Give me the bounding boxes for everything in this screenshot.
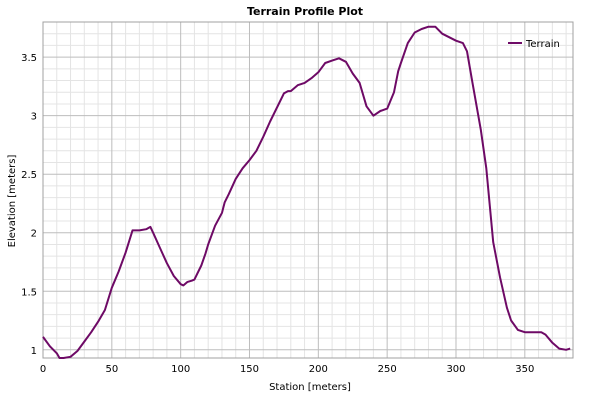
x-tick-label: 150 bbox=[240, 364, 259, 375]
x-tick-label: 50 bbox=[105, 364, 118, 375]
chart-title: Terrain Profile Plot bbox=[247, 5, 363, 18]
x-tick-label: 250 bbox=[378, 364, 397, 375]
x-tick-label: 100 bbox=[171, 364, 190, 375]
y-tick-label: 3.5 bbox=[21, 53, 37, 64]
y-tick-label: 1 bbox=[31, 346, 37, 357]
x-tick-label: 350 bbox=[515, 364, 534, 375]
x-tick-label: 300 bbox=[446, 364, 465, 375]
y-axis-title: Elevation [meters] bbox=[7, 155, 18, 248]
y-tick-label: 2.5 bbox=[21, 170, 37, 181]
series-layer bbox=[42, 25, 571, 359]
y-tick-label: 1.5 bbox=[21, 287, 37, 298]
tick-layer: 0 50 100 150 200 250 300 350 1 1.5 2 2.5 3 3.5 bbox=[21, 53, 534, 375]
y-tick-label: 2 bbox=[31, 229, 37, 240]
x-tick-label: 200 bbox=[309, 364, 328, 375]
legend-label-terrain: Terrain bbox=[525, 39, 560, 50]
series-line-terrain bbox=[42, 25, 571, 359]
grid-layer bbox=[42, 22, 573, 358]
plot-area bbox=[42, 21, 574, 359]
y-tick-label: 3 bbox=[31, 112, 37, 123]
x-axis-title: Station [meters] bbox=[269, 382, 351, 393]
x-tick-label: 0 bbox=[40, 364, 46, 375]
legend: Terrain bbox=[508, 39, 560, 50]
